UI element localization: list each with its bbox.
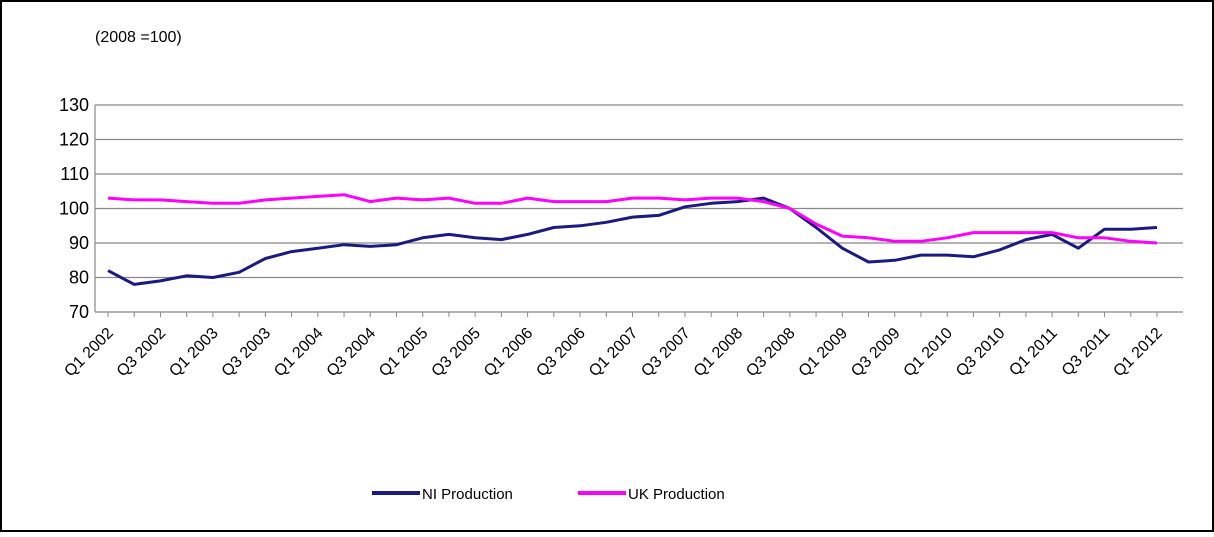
y-tick-label: 80 xyxy=(69,268,89,288)
y-tick-label: 100 xyxy=(59,199,89,219)
line xyxy=(107,196,1158,286)
y-tick-label: 130 xyxy=(59,95,89,115)
y-tick-label: 90 xyxy=(69,233,89,253)
legend-label: UK Production xyxy=(628,486,725,503)
legend-label: NI Production xyxy=(422,486,513,503)
y-tick-label: 110 xyxy=(60,164,89,184)
y-tick-label: 120 xyxy=(59,130,89,150)
y-tick-label: 70 xyxy=(69,302,89,322)
chart-subtitle: (2008 =100) xyxy=(95,29,182,46)
line xyxy=(107,193,1158,245)
